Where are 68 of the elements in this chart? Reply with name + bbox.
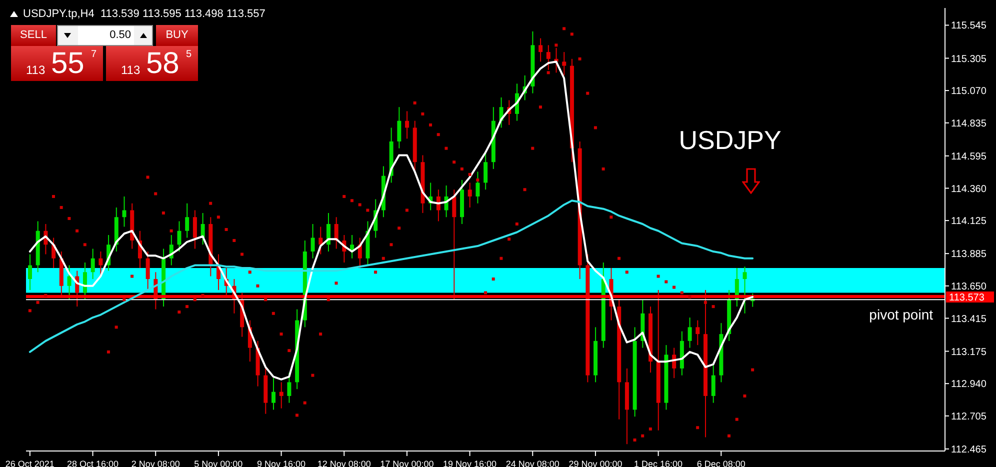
annotation: 55: [51, 47, 86, 81]
candlestick: [476, 171, 480, 204]
candlestick: [185, 202, 190, 238]
candlestick: [405, 110, 410, 140]
y-tick-label: 115.545: [951, 20, 987, 32]
lot-size-field: 0.50: [57, 25, 153, 46]
x-tick-label: 28 Oct 16:00: [66, 459, 119, 467]
annotation: USDJPY: [678, 124, 782, 157]
candlestick: [484, 152, 488, 190]
annotation: 5: [186, 49, 193, 61]
candlestick: [452, 189, 456, 300]
buy-button: BUY: [156, 25, 198, 46]
candlestick: [271, 378, 276, 410]
candlestick: [67, 264, 72, 300]
y-tick-label: 112.465: [951, 444, 987, 456]
y-tick-label: 112.705: [951, 411, 987, 422]
candlestick: [562, 52, 566, 76]
candlestick: [538, 38, 543, 62]
x-tick-label: 2 Nov 08:00: [131, 459, 180, 467]
annotation: 113: [121, 63, 142, 77]
candlestick: [192, 210, 197, 250]
candlestick: [397, 106, 402, 149]
candlestick: [287, 372, 292, 404]
annotation: 58: [146, 47, 180, 81]
y-tick-label: 113.650: [951, 281, 987, 292]
ref-line-label: pivot point: [869, 306, 934, 323]
y-tick-label: 114.125: [951, 216, 987, 228]
candlestick: [279, 382, 284, 409]
ref-line-label: 113.573: [949, 292, 985, 304]
candlestick: [146, 251, 150, 291]
candlestick: [28, 254, 32, 291]
x-tick-label: 5 Nov 00:00: [194, 459, 243, 467]
y-tick-label: 114.595: [951, 151, 987, 162]
x-tick-label: 6 Dec 08:00: [696, 459, 746, 467]
candlestick: [711, 364, 716, 404]
x-tick-label: 17 Nov 00:00: [380, 459, 434, 467]
annotation: 7: [91, 49, 98, 61]
candlestick: [742, 266, 747, 314]
candlestick: [122, 196, 126, 228]
y-tick-label: 114.360: [951, 184, 987, 195]
candlestick: [696, 320, 700, 346]
y-tick-label: 113.175: [951, 346, 987, 358]
x-tick-label: 12 Nov 08:00: [317, 459, 371, 467]
candlestick: [310, 223, 315, 259]
annotation: 0.50: [78, 26, 134, 45]
y-tick-label: 112.940: [951, 379, 987, 390]
x-tick-label: 26 Oct 2021: [5, 459, 54, 467]
candlestick: [546, 44, 550, 70]
y-tick-label: 113.885: [951, 249, 987, 260]
candlestick: [177, 220, 182, 252]
annotation: 113: [26, 63, 46, 77]
candlestick: [468, 182, 472, 208]
y-tick-label: 114.835: [951, 118, 987, 130]
candlestick: [90, 248, 95, 280]
candlestick: [82, 262, 87, 300]
candlestick: [688, 317, 692, 348]
x-tick-label: 29 Nov 00:00: [568, 459, 622, 467]
candlestick: [98, 251, 103, 277]
y-tick-label: 115.070: [951, 86, 987, 98]
line-series: [28, 200, 754, 353]
x-tick-label: 1 Dec 16:00: [634, 459, 683, 467]
x-tick-label: 19 Nov 16:00: [443, 459, 497, 467]
sell-button: SELL: [11, 25, 56, 46]
x-tick-label: 24 Nov 08:00: [506, 459, 560, 467]
chart-title: USDJPY.tp,H4 113.539 113.595 113.498 113.557: [23, 7, 266, 21]
y-tick-label: 115.305: [951, 54, 987, 65]
x-tick-label: 9 Nov 16:00: [257, 459, 306, 467]
y-tick-label: 113.415: [951, 314, 987, 325]
